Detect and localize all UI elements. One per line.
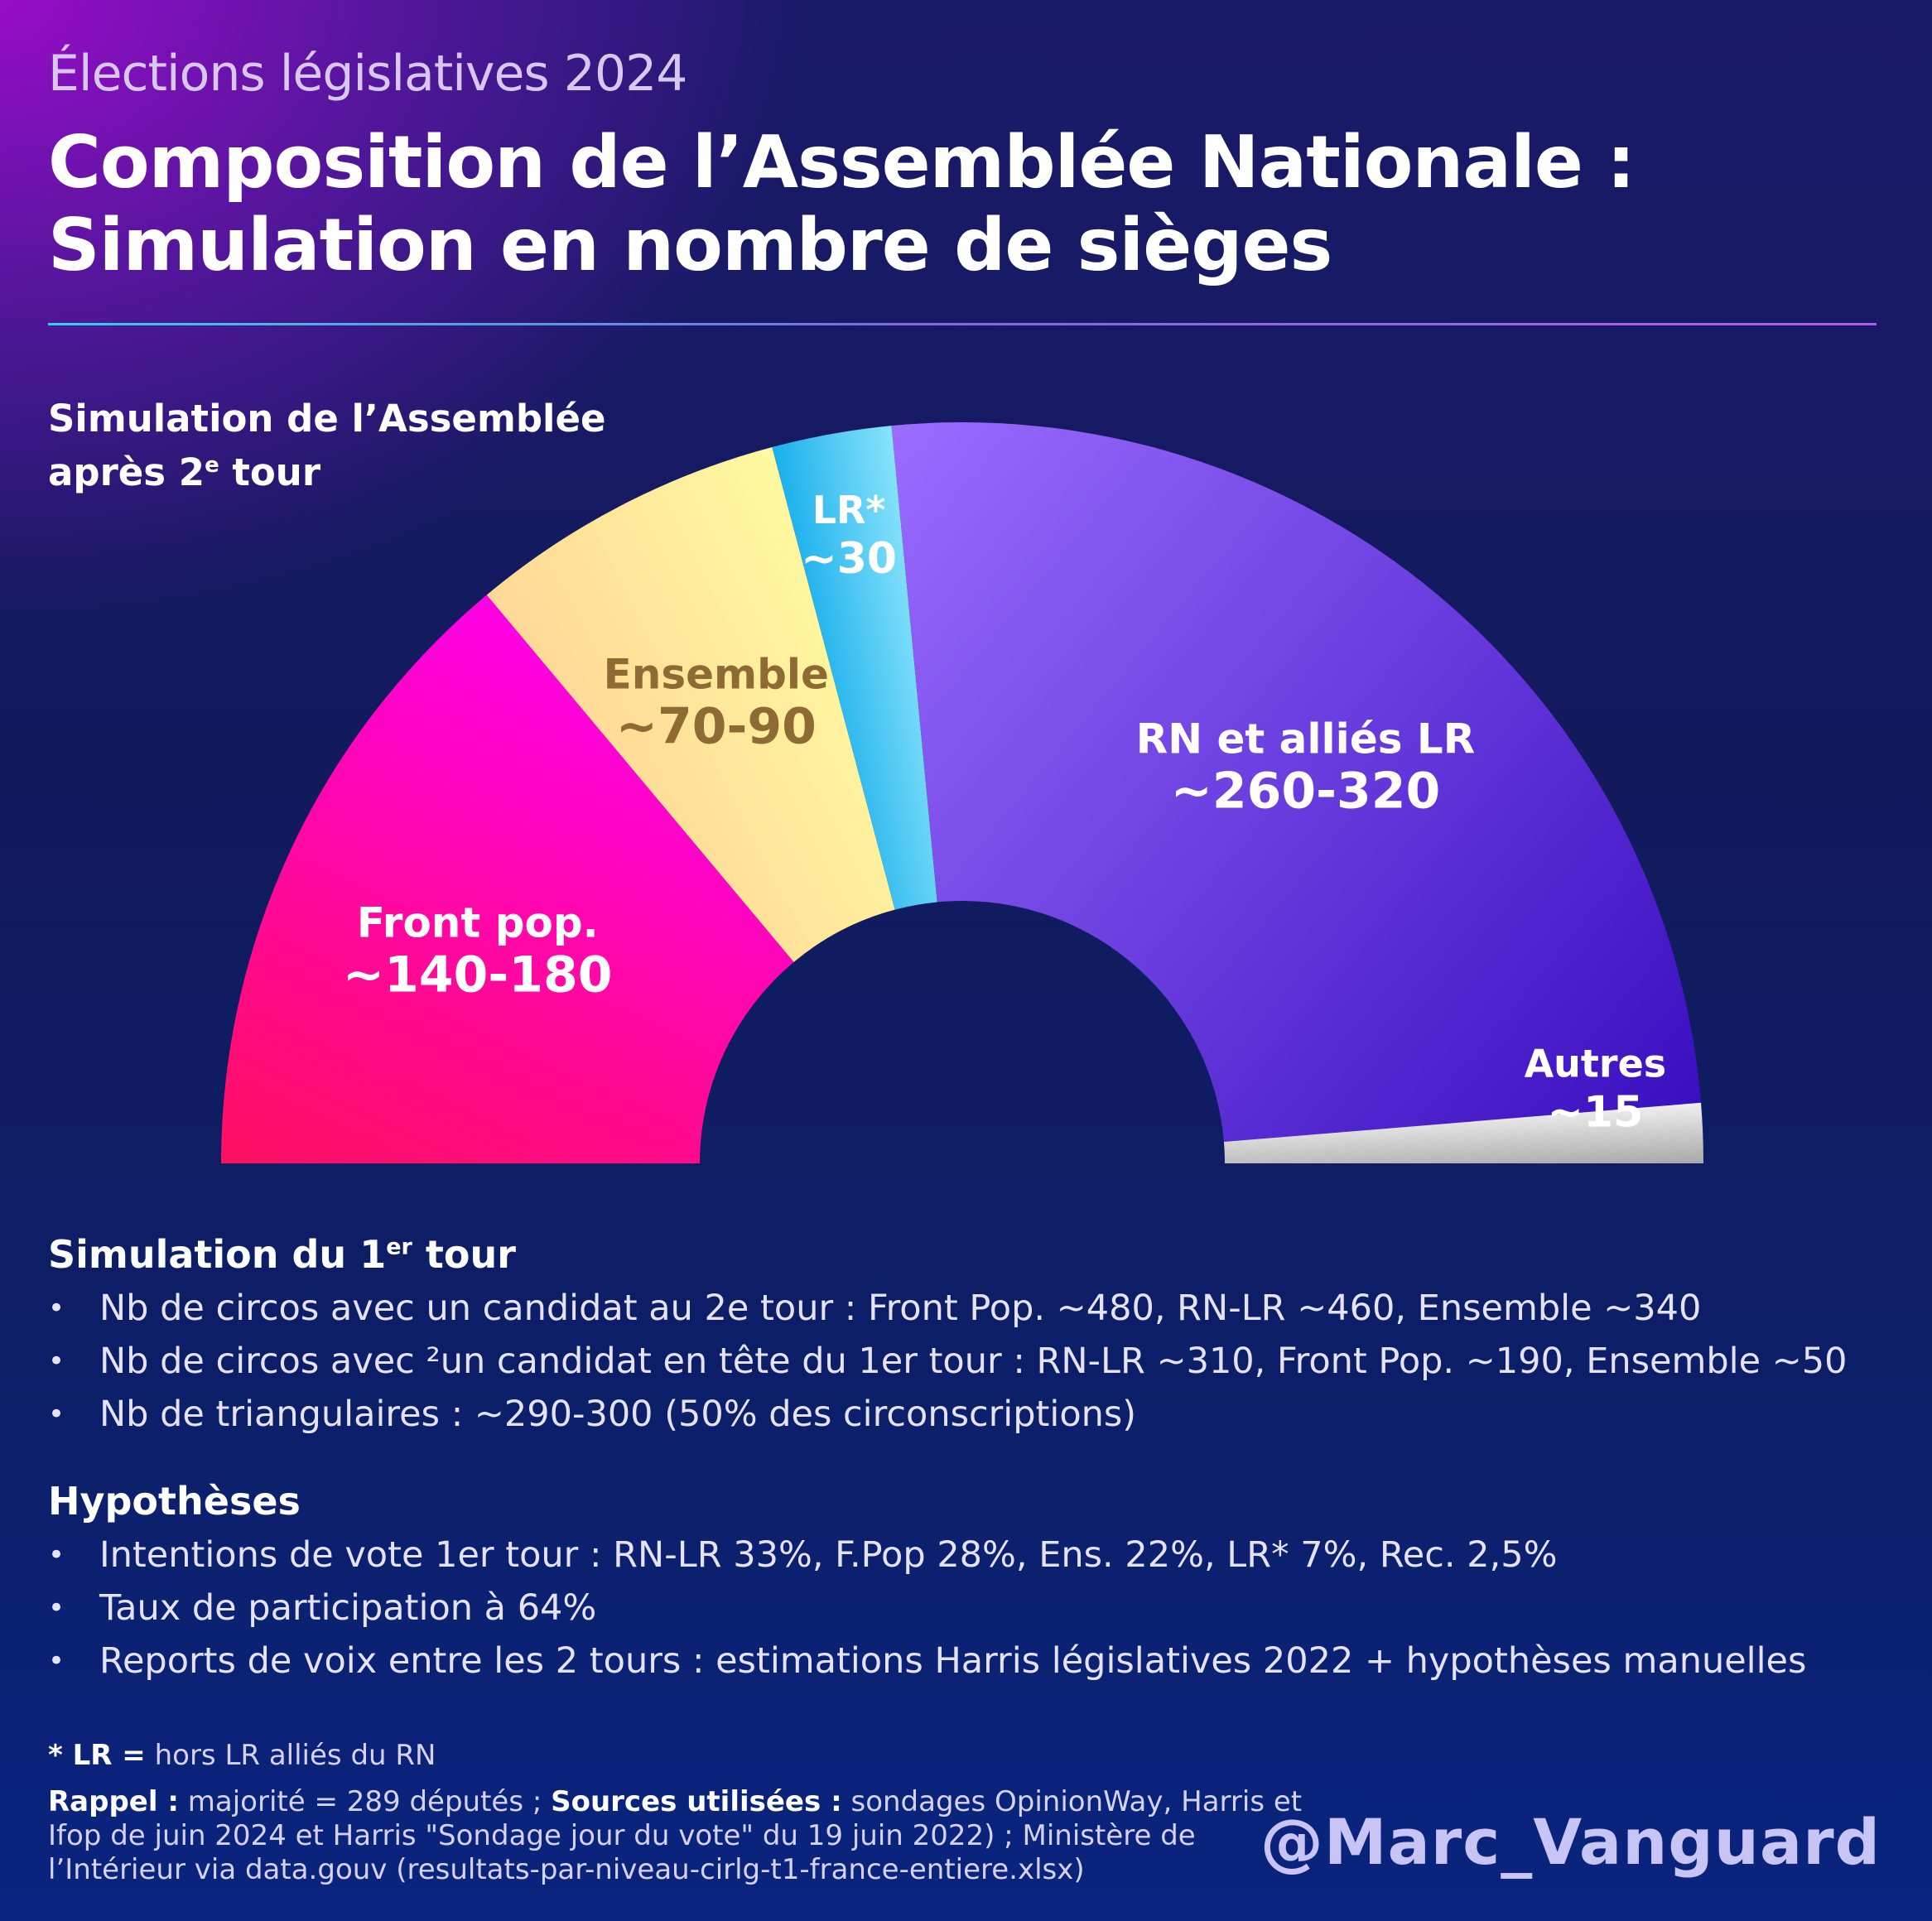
list-item: Nb de circos avec ²un candidat en tête d… xyxy=(48,1335,1848,1388)
kicker: Élections législatives 2024 xyxy=(48,45,687,103)
slice-value-rn-et-allies-lr: ~260-320 xyxy=(1171,763,1441,821)
list-item: Reports de voix entre les 2 tours : esti… xyxy=(48,1635,1806,1687)
chart-heading-line-2: après 2e tour xyxy=(48,450,321,494)
title-line-1: Composition de l’Assemblée Nationale : xyxy=(48,120,1636,205)
list-item: Nb de circos avec un candidat au 2e tour… xyxy=(48,1282,1848,1335)
hypotheses-list: Intentions de vote 1er tour : RN-LR 33%,… xyxy=(48,1529,1806,1687)
slice-autres xyxy=(1223,1102,1703,1163)
hemicycle-chart: Front pop.~140-180 Ensemble~70-90 LR*~30 RN… xyxy=(221,421,1703,1163)
first-round-list: Nb de circos avec un candidat au 2e tour… xyxy=(48,1282,1848,1441)
slice-ensemble xyxy=(486,446,895,962)
first-round-heading: Simulation du 1er tour xyxy=(48,1232,516,1277)
hypotheses-heading: Hypothèses xyxy=(48,1479,301,1524)
slice-name-rn-et-allies-lr: RN et alliés LR xyxy=(1136,715,1476,763)
author-handle: @Marc_Vanguard xyxy=(1260,1805,1881,1879)
slice-name-lr: LR* xyxy=(812,488,886,532)
list-item: Taux de participation à 64% xyxy=(48,1582,1806,1635)
slice-value-ensemble: ~70-90 xyxy=(616,697,817,755)
lr-footnote: * LR = hors LR alliés du RN xyxy=(48,1739,436,1772)
slice-name-ensemble: Ensemble xyxy=(604,650,829,698)
title-divider xyxy=(48,323,1877,325)
chart-heading: Simulation de l’Assemblée après 2e tour xyxy=(48,396,606,496)
chart-labels: Front pop.~140-180 Ensemble~70-90 LR*~30 RN… xyxy=(343,488,1666,1137)
list-item: Nb de triangulaires : ~290-300 (50% des … xyxy=(48,1388,1848,1441)
chart-slices xyxy=(221,421,1703,1163)
slice-value-lr: ~30 xyxy=(801,534,897,584)
slice-value-autres: ~15 xyxy=(1547,1087,1643,1137)
title-line-2: Simulation en nombre de sièges xyxy=(48,203,1332,287)
slice-lr xyxy=(772,426,937,910)
list-item: Intentions de vote 1er tour : RN-LR 33%,… xyxy=(48,1529,1806,1582)
page-title: Composition de l’Assemblée Nationale : S… xyxy=(48,120,1636,287)
slice-rn-et-allies-lr xyxy=(891,421,1701,1143)
slice-front-pop xyxy=(221,595,794,1163)
slice-name-autres: Autres xyxy=(1525,1041,1667,1086)
chart-heading-line-1: Simulation de l’Assemblée xyxy=(48,397,606,441)
slice-value-front-pop: ~140-180 xyxy=(343,946,613,1004)
slice-name-front-pop: Front pop. xyxy=(357,899,599,947)
sources-footnote: Rappel : majorité = 289 députés ; Source… xyxy=(48,1785,1303,1886)
